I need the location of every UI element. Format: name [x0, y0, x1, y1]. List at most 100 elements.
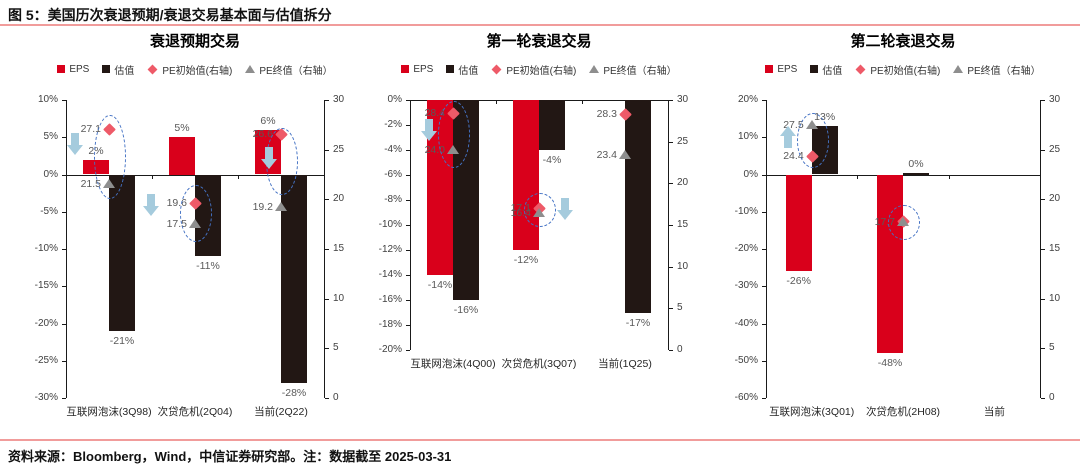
arrow-head — [261, 158, 277, 169]
legend-square-icon — [446, 65, 455, 73]
category-tick — [410, 100, 411, 104]
right-axis-tick — [669, 225, 673, 226]
panel-title: 第一轮衰退交易 — [486, 33, 592, 50]
ellipse-annotation — [888, 205, 920, 241]
left-axis-label: -4% — [384, 144, 402, 155]
arrow-shaft — [147, 194, 155, 207]
left-axis-tick — [62, 398, 66, 399]
right-axis-tick — [325, 249, 329, 250]
left-axis-label: 10% — [737, 131, 758, 143]
zero-line — [766, 175, 1040, 176]
left-axis-label: 0% — [387, 94, 402, 105]
figure-title: 图 5：美国历次衰退预期/衰退交易基本面与估值拆分 — [8, 7, 332, 23]
category-tick — [1040, 175, 1041, 179]
legend-square-icon — [57, 65, 66, 73]
left-axis-label: 0% — [743, 168, 758, 180]
bar-label: -17% — [625, 316, 651, 329]
bar-label: -12% — [513, 254, 539, 266]
left-axis-label: -40% — [734, 317, 758, 329]
arrow-shaft — [425, 119, 433, 131]
bar-label: -21% — [109, 334, 135, 347]
left-axis-label: -10% — [34, 243, 58, 254]
category-label: 当前(2Q22) — [254, 406, 308, 418]
pe-label: 26.6 — [252, 127, 273, 140]
left-axis-label: -20% — [734, 243, 758, 254]
category-tick — [238, 175, 239, 179]
legend-square-icon — [401, 65, 410, 73]
left-axis-label: 10% — [37, 94, 58, 105]
legend-item: EPS — [57, 64, 89, 75]
legend: EPS 估值 PE初始值(右轴) PE终值（右轴） — [25, 62, 365, 77]
right-axis-label: 25 — [333, 143, 345, 155]
left-axis-label: 20% — [737, 94, 758, 105]
legend-square-icon — [765, 65, 774, 73]
bar-label: -11% — [196, 260, 220, 273]
left-axis-line — [410, 100, 411, 350]
bar-label: -16% — [453, 304, 479, 316]
left-axis-tick — [762, 137, 766, 138]
legend-triangle-icon — [953, 65, 964, 73]
valuation-bar — [539, 100, 565, 150]
arrow-head — [143, 206, 159, 217]
right-axis-tick — [1041, 299, 1045, 300]
category-tick — [152, 175, 153, 179]
trend-arrow-icon — [67, 132, 83, 155]
left-axis-label: -10% — [734, 205, 758, 217]
category-tick — [66, 175, 67, 179]
left-axis-label: -14% — [378, 269, 402, 280]
legend-item: PE终值（右轴） — [245, 62, 333, 77]
left-axis-tick — [406, 300, 410, 301]
left-axis-label: -12% — [378, 244, 402, 255]
arrow-head — [557, 210, 573, 221]
left-axis-tick — [762, 212, 766, 213]
legend-label: PE终值（右轴） — [259, 65, 333, 77]
right-axis-label: 20 — [333, 193, 345, 205]
right-axis-tick — [1041, 348, 1045, 349]
arrow-shaft — [71, 132, 79, 145]
right-axis-tick — [325, 150, 329, 151]
legend-item: PE初始值(右轴) — [491, 62, 576, 77]
trend-arrow-icon — [143, 194, 159, 217]
left-axis-label: -25% — [34, 354, 58, 366]
legend-label: PE初始值(右轴) — [870, 65, 941, 77]
left-axis-label: 5% — [43, 131, 58, 143]
valuation-bar — [625, 100, 651, 313]
category-label: 互联网泡沫(3Q98) — [66, 406, 152, 418]
category-tick — [324, 175, 325, 179]
bar-label: -26% — [786, 275, 811, 288]
left-axis-tick — [762, 100, 766, 101]
right-axis-tick — [1041, 249, 1045, 250]
right-axis-label: 0 — [333, 392, 339, 403]
left-axis-tick — [406, 150, 410, 151]
arrow-head — [421, 131, 437, 141]
right-axis-tick — [1041, 199, 1045, 200]
pe-label: 19.2 — [252, 201, 273, 214]
ellipse-annotation — [524, 193, 556, 227]
left-axis-tick — [406, 100, 410, 101]
right-axis-tick — [669, 350, 673, 351]
pe-label: 21.5 — [80, 178, 101, 191]
left-axis-tick — [762, 249, 766, 250]
right-axis-line — [324, 100, 325, 398]
right-axis-label: 15 — [333, 243, 345, 254]
legend-item: PE初始值(右轴) — [855, 62, 940, 77]
left-axis-label: -6% — [384, 169, 402, 180]
footer-divider — [0, 439, 1080, 441]
left-axis-label: -50% — [734, 354, 758, 366]
legend-label: PE初始值(右轴) — [162, 65, 233, 77]
category-label: 互联网泡沫(4Q00) — [410, 358, 496, 370]
right-axis-line — [668, 100, 669, 350]
right-axis-label: 30 — [333, 94, 345, 105]
left-axis-line — [766, 100, 767, 398]
right-axis-label: 25 — [677, 135, 689, 147]
right-axis-tick — [325, 348, 329, 349]
legend-diamond-icon — [855, 64, 866, 74]
left-axis-tick — [62, 324, 66, 325]
left-axis-tick — [62, 212, 66, 213]
arrow-shaft — [783, 135, 792, 148]
trend-arrow-icon — [421, 119, 437, 141]
right-axis-label: 15 — [677, 219, 689, 230]
left-axis-label: -5% — [40, 205, 58, 217]
